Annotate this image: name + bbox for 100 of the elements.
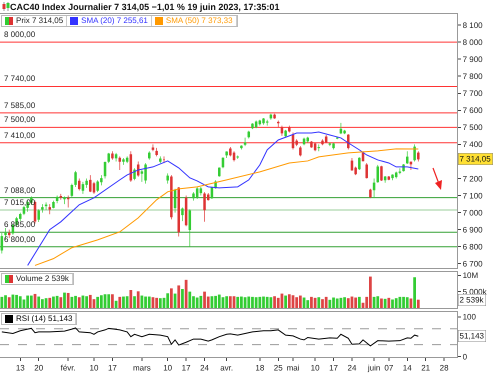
candlestick: [347, 134, 350, 150]
bar: [292, 295, 294, 308]
candlestick: [200, 186, 202, 196]
bar: [247, 296, 250, 308]
bar: [126, 296, 129, 308]
y-tick-label: 7 000: [462, 208, 484, 218]
x-tick-label: 10: [310, 364, 320, 373]
candlestick: [63, 196, 66, 204]
x-tick-label: 17: [182, 364, 192, 373]
bar: [346, 298, 350, 308]
bar: [34, 294, 36, 308]
candlestick: [218, 167, 221, 178]
y-tick-label: 7 700: [462, 89, 484, 98]
bar: [214, 296, 217, 308]
bar: [376, 296, 380, 308]
bar: [148, 296, 151, 308]
candlestick: [155, 147, 158, 157]
candlestick: [280, 125, 284, 136]
candlestick: [210, 186, 214, 200]
x-tick-label: 10: [163, 364, 173, 373]
candlestick: [130, 150, 132, 182]
y-tick-label: 7 100: [462, 191, 484, 200]
candlestick: [299, 146, 302, 157]
candlestick: [314, 142, 316, 152]
candlestick: [310, 140, 313, 148]
bar: [26, 296, 30, 308]
bar: [56, 296, 59, 308]
candlestick: [240, 144, 243, 150]
candlestick: [170, 174, 173, 220]
candlestick: [406, 150, 408, 164]
y-tick-label: 7 600: [462, 106, 484, 116]
bar: [372, 296, 376, 308]
bar: [37, 296, 40, 308]
bar: [18, 296, 22, 308]
bar: [228, 296, 232, 308]
annotation: 7 314,05: [460, 154, 492, 164]
bar: [254, 297, 258, 308]
candlestick: [244, 137, 246, 146]
candlestick: [222, 156, 224, 169]
bar: [181, 289, 184, 308]
bar: [295, 297, 298, 308]
candlestick: [340, 122, 342, 135]
candlestick: [380, 165, 383, 182]
annotation: 51,143: [460, 332, 485, 340]
bar: [133, 296, 136, 308]
bar: [232, 296, 236, 308]
y-tick-label: 7 900: [462, 54, 484, 64]
candlestick: [41, 204, 44, 213]
y-tick-label: 0: [462, 352, 468, 362]
bar: [244, 297, 246, 308]
candlestick: [410, 162, 412, 170]
bar: [413, 277, 416, 308]
candlestick: [78, 178, 80, 191]
candlestick: [107, 152, 110, 164]
ref-line-label: 7 500,00: [4, 115, 36, 124]
x-tick-label: 13: [16, 364, 26, 373]
candlestick: [394, 171, 398, 179]
candlestick: [376, 164, 380, 184]
candlestick: [159, 156, 162, 164]
bar: [251, 296, 254, 308]
ref-line-label: 7 740,00: [4, 74, 36, 83]
candlestick: [251, 122, 254, 130]
x-tick-label: 18: [255, 364, 265, 373]
candlestick: [144, 162, 147, 184]
bar: [225, 296, 228, 308]
x-tick-label: 24: [348, 364, 357, 373]
bar: [70, 296, 74, 308]
bar: [4, 295, 7, 308]
candlestick: [332, 142, 335, 150]
candlestick: [152, 144, 154, 152]
y-tick-label: 8 100: [462, 20, 484, 30]
x-tick-label: 17: [108, 364, 118, 373]
candlestick: [288, 125, 291, 133]
bar: [144, 296, 147, 308]
legend-label: Volume 2 539k: [16, 274, 69, 284]
chart-title: CAC40 Index Journalier 7 314,05 −1,01 % 19 juin 2023, 17:35:01: [10, 2, 280, 12]
bar: [85, 296, 88, 308]
bar: [170, 288, 173, 308]
bar: [332, 298, 335, 308]
x-tick-label: avr.: [220, 364, 234, 373]
candlestick: [60, 194, 62, 200]
x-tick-label: 20: [34, 364, 44, 373]
y-tick-label: 7 500: [462, 123, 484, 132]
bar: [12, 294, 14, 308]
annotation: 2 539k: [460, 296, 485, 304]
candlestick: [258, 119, 262, 126]
candlestick: [248, 130, 250, 139]
candlestick: [48, 204, 52, 215]
y-tick-label: 6 800: [462, 242, 484, 252]
candlestick: [362, 150, 364, 162]
bar: [240, 296, 243, 308]
candlestick: [136, 161, 140, 178]
bar: [74, 296, 77, 308]
bar: [210, 296, 214, 308]
candlestick: [372, 178, 376, 198]
candlestick: [66, 195, 70, 208]
ref-line-label: 7 410,00: [4, 131, 36, 140]
bar: [82, 296, 84, 308]
x-tick-label: 17: [329, 364, 339, 373]
candlestick: [358, 156, 361, 170]
